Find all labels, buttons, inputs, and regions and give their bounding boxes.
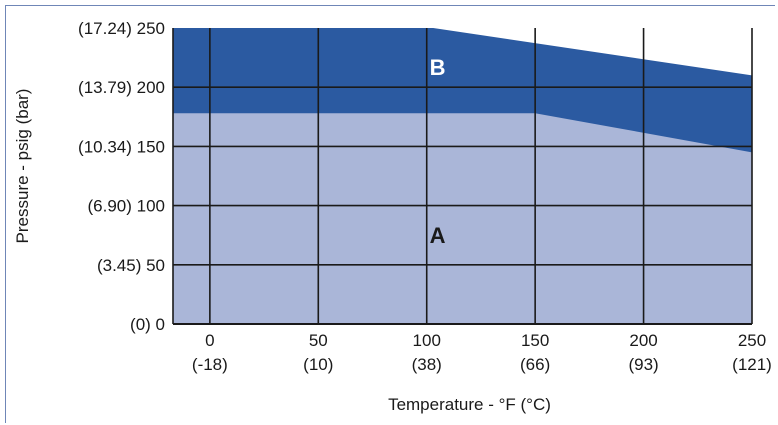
region-a <box>173 113 752 324</box>
regions <box>173 28 752 324</box>
x-tick-labels: 0 (-18) 50 (10) 100 (38) 150 (66) 200 (93) 250 (121… <box>192 331 772 374</box>
x-tick-sublabel: (38) <box>412 355 442 374</box>
y-tick-label: (6.90) 100 <box>88 197 166 216</box>
x-tick-sublabel: (-18) <box>192 355 228 374</box>
y-tick-labels: (0) 0 (3.45) 50 (6.90) 100 (10.34) 150 (13.7… <box>78 19 165 334</box>
region-labels: AB <box>430 55 446 248</box>
region-label-a: A <box>430 223 446 248</box>
y-tick-label: (0) 0 <box>130 315 165 334</box>
x-tick-sublabel: (121) <box>732 355 772 374</box>
region-label-b: B <box>430 55 446 80</box>
y-tick-label: (10.34) 150 <box>78 137 165 156</box>
grid-lines <box>172 28 753 325</box>
x-tick-sublabel: (93) <box>628 355 658 374</box>
chart-frame <box>5 5 775 423</box>
y-axis-label: Pressure - psig (bar) <box>13 89 32 244</box>
x-tick-label: 150 <box>521 331 549 350</box>
y-tick-label: (3.45) 50 <box>97 256 165 275</box>
x-tick-label: 100 <box>413 331 441 350</box>
x-tick-label: 50 <box>309 331 328 350</box>
x-tick-sublabel: (66) <box>520 355 550 374</box>
x-tick-label: 200 <box>629 331 657 350</box>
x-axis-label: Temperature - °F (°C) <box>388 395 551 414</box>
y-tick-label: (13.79) 200 <box>78 78 165 97</box>
y-tick-label: (17.24) 250 <box>78 19 165 38</box>
x-tick-label: 250 <box>738 331 766 350</box>
x-tick-sublabel: (10) <box>303 355 333 374</box>
x-tick-label: 0 <box>205 331 214 350</box>
